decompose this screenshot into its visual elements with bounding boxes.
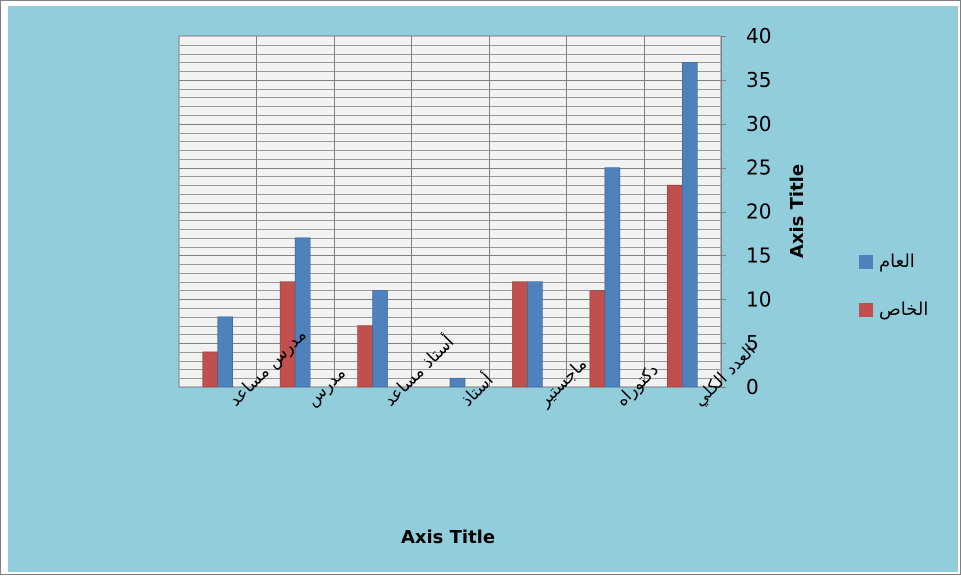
legend-label: الخاص	[879, 299, 928, 320]
y-tick-label: 40	[746, 24, 771, 48]
bar-aam-4	[527, 281, 543, 388]
y-tick-label: 30	[746, 112, 771, 136]
bar-khas-0	[202, 351, 219, 388]
legend: العام الخاص	[859, 251, 928, 320]
x-axis-title: Axis Title	[401, 527, 495, 548]
bar-khas-4	[512, 281, 528, 388]
y-tick-label: 10	[746, 287, 771, 311]
plot-area	[178, 35, 722, 388]
y-tick-label: 20	[746, 200, 771, 224]
y-tick-label: 0	[746, 375, 759, 399]
bar-khas-2	[357, 325, 373, 388]
y-tick-label: 35	[746, 68, 771, 92]
bar-aam-6	[681, 62, 698, 388]
bar-aam-5	[604, 167, 621, 388]
y-tick-label: 25	[746, 156, 771, 180]
legend-swatch	[859, 255, 873, 269]
bar-khas-6	[666, 184, 683, 388]
bars-group	[202, 62, 698, 388]
bar-aam-3	[449, 377, 466, 388]
bar-aam-0	[217, 316, 234, 388]
bar-khas-5	[589, 290, 606, 388]
y-axis-title: Axis Title	[787, 164, 808, 258]
legend-label: العام	[879, 251, 915, 272]
y-tick-label: 5	[746, 331, 759, 355]
plot-background	[178, 35, 722, 388]
y-axis-ticks: 0 5 10 15 20 25 30 35 40	[721, 24, 771, 399]
bar-aam-1	[294, 237, 311, 388]
y-tick-label: 15	[746, 243, 771, 267]
bar-aam-2	[372, 290, 388, 388]
legend-swatch	[859, 303, 873, 317]
